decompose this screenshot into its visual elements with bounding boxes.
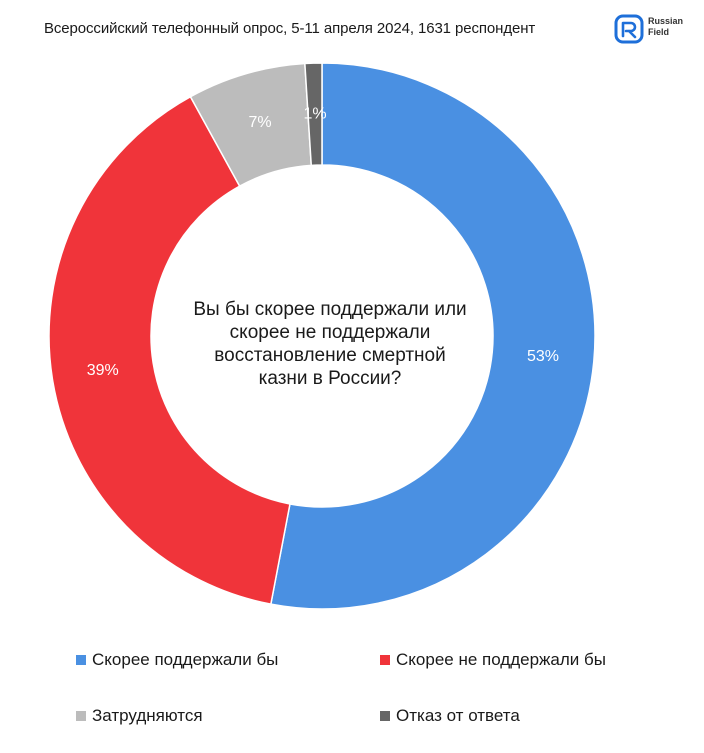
legend-item-support: Скорее поддержали бы	[76, 650, 278, 670]
donut-slice-refused	[304, 62, 323, 167]
legend-label-oppose: Скорее не поддержали бы	[396, 650, 606, 669]
chart-subtitle: Всероссийский телефонный опрос, 5-11 апр…	[44, 20, 536, 37]
legend-swatch-support	[76, 655, 86, 665]
logo-text: Russian Field	[648, 16, 694, 38]
legend-item-oppose: Скорее не поддержали бы	[380, 650, 606, 670]
slice-label-refused: 1%	[303, 105, 326, 122]
russian-field-logo: Russian Field	[614, 14, 694, 46]
donut-slice-support	[269, 62, 596, 610]
legend-label-undecided: Затрудняются	[92, 706, 203, 725]
slice-label-support: 53%	[527, 348, 559, 365]
slice-label-oppose: 39%	[87, 362, 119, 379]
logo-line1: Russian	[648, 16, 684, 26]
legend-label-support: Скорее поддержали бы	[92, 650, 279, 669]
legend-swatch-undecided	[76, 711, 86, 721]
center-question: Вы бы скорее поддержали или скорее не по…	[165, 298, 495, 390]
donut-slice-labels: 53% 39% 7% 1%	[87, 105, 559, 379]
slice-label-undecided: 7%	[249, 114, 272, 131]
legend-item-refused: Отказ от ответа	[380, 706, 520, 726]
logo-line2: Field	[648, 27, 670, 37]
donut-slice-oppose	[48, 95, 291, 606]
legend-swatch-oppose	[380, 655, 390, 665]
question-line-3: восстановление смертной	[214, 345, 446, 366]
question-line-2: скорее не поддержали	[229, 322, 431, 343]
donut-slices	[48, 62, 596, 610]
logo-icon	[614, 14, 644, 44]
legend-label-refused: Отказ от ответа	[396, 706, 520, 725]
legend-item-undecided: Затрудняются	[76, 706, 203, 726]
question-line-1: Вы бы скорее поддержали или	[193, 299, 467, 320]
legend-swatch-refused	[380, 711, 390, 721]
question-line-4: казни в России?	[258, 368, 402, 389]
